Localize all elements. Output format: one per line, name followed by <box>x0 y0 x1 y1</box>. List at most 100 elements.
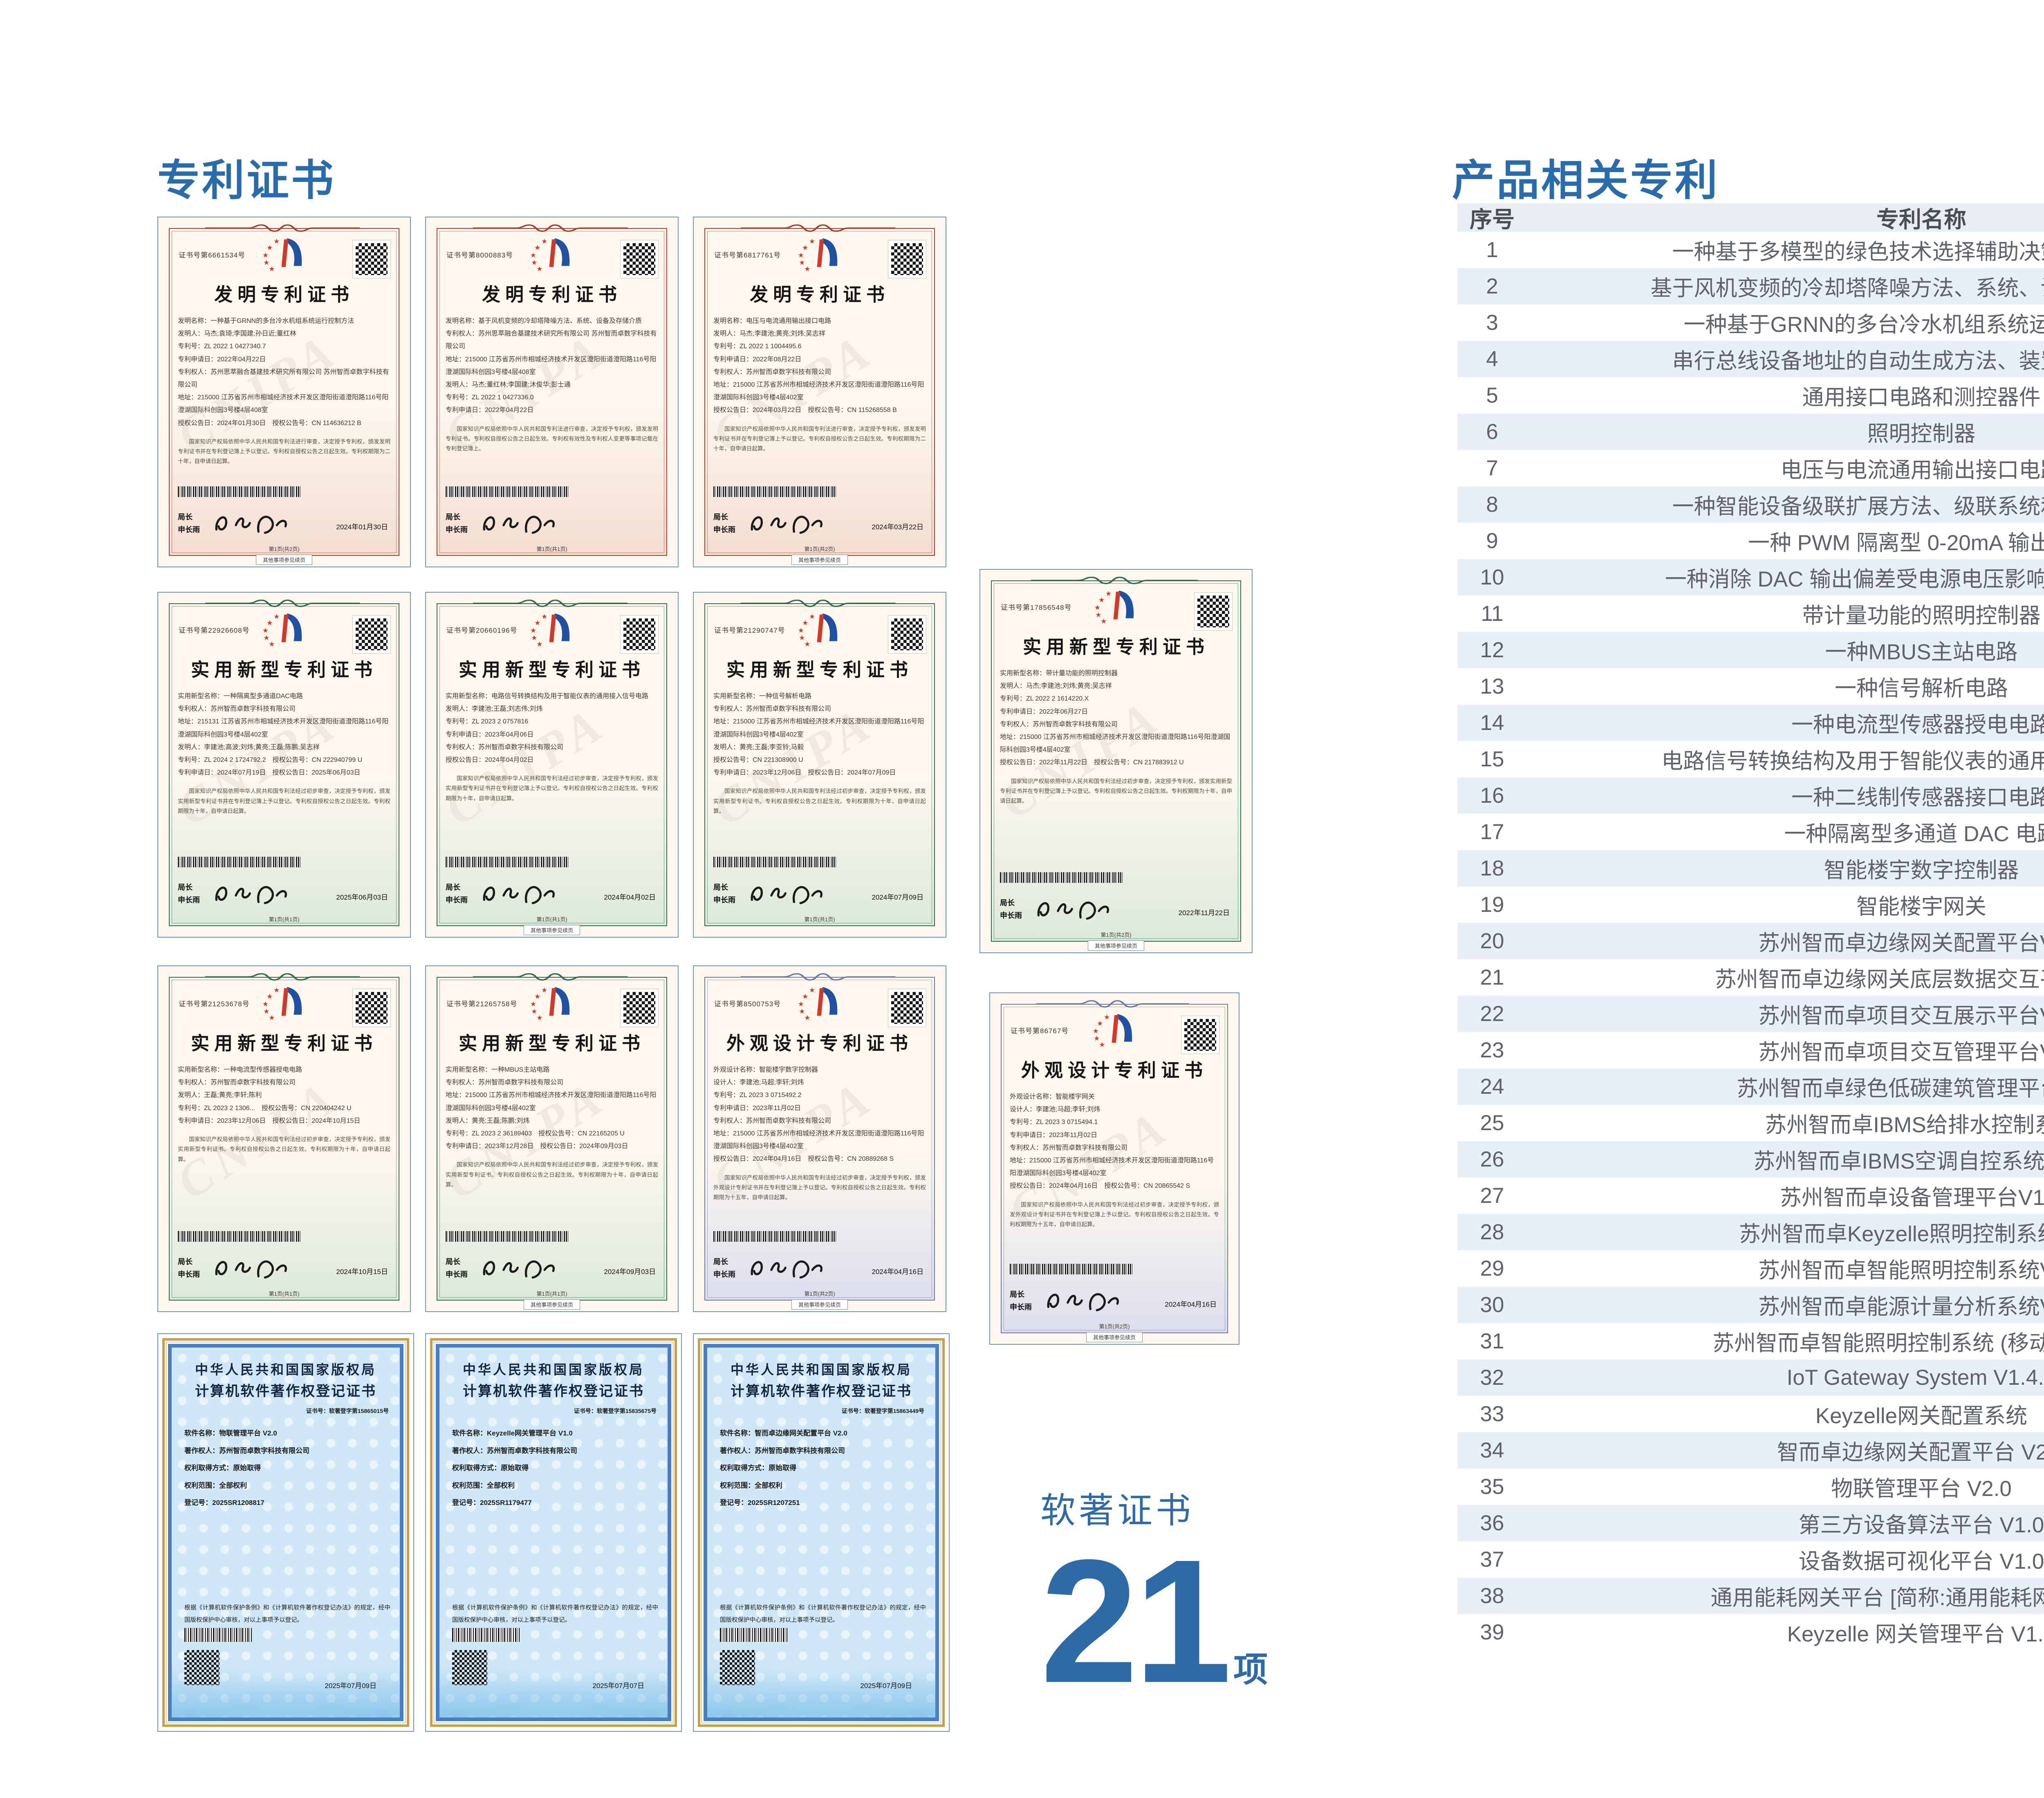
certificate-content: 实用新型名称：一种隔离型多通道DAC电路 专利权人：苏州智而卓数字科技有限公司 地址… <box>178 690 390 850</box>
cell-patent-name: Keyzelle网关配置系统 <box>1815 1404 2028 1428</box>
certificate-field: 专利申请日：2024年07月19日 授权公告日：2025年06月03日 <box>178 769 361 777</box>
cell-patent-name: 一种二线制传感器接口电路 <box>1791 785 2044 810</box>
cell-no: 1 <box>1486 238 1498 262</box>
certificate-field: 发明名称：基于风机变频的冷却塔降噪方法、系统、设备及存储介质 <box>446 318 642 325</box>
cell-no: 20 <box>1480 929 1504 953</box>
cell-patent-name: 苏州智而卓能源计量分析系统V1.0 <box>1758 1294 2044 1319</box>
certificate-authority: 中华人民共和国国家版权局 <box>195 1362 377 1377</box>
certificate-number: 证书号第22926608号 <box>179 627 250 634</box>
certificate-date: 2025年07月09日 <box>860 1682 912 1690</box>
ornate-border <box>704 603 935 926</box>
certificate-body-text: 国家知识产权局依照中华人民共和国专利法经过初步审查，决定授予专利权，颁发外观设计… <box>1010 1201 1219 1228</box>
certificate-body-text: 国家知识产权局依照中华人民共和国专利法经过初步审查，决定授予专利权，颁发实用新型… <box>713 788 926 814</box>
certificate-field: 发明人：马杰;董红林;李国建;沐俊华;彭士通 <box>446 381 571 388</box>
cell-no: 33 <box>1480 1402 1504 1426</box>
signature <box>215 886 287 905</box>
certificate-field: 地址：215000 江苏省苏州市相城经济技术开发区澄阳街道澄阳路116号阳澄湖国… <box>178 394 389 414</box>
signer-name: 申长雨 <box>446 526 468 534</box>
gradient-tint <box>1002 1005 1227 1332</box>
gradient-tint <box>705 978 934 1300</box>
cell-no: 13 <box>1480 674 1504 699</box>
certificate-field: 地址：215000 江苏省苏州市相城经济技术开发区澄阳街道澄阳路116号阳澄湖国… <box>446 356 657 376</box>
gradient-tint <box>170 604 399 925</box>
certificate-utility: CNIPA 证书号第21265758号 ★★★ ★★ 实用新型专利证书 实用新型… <box>425 965 679 1312</box>
certificate-field: 专利权人：苏州智而卓数字科技有限公司 <box>713 1117 831 1124</box>
table-row: 19智能楼宇网关外观 <box>1457 887 2044 923</box>
signature-block: 局长 申长雨 <box>713 510 831 537</box>
barcode-icon <box>713 1231 836 1242</box>
cell-patent-name: 物联管理平台 V2.0 <box>1831 1476 2012 1501</box>
cell-no: 10 <box>1480 565 1504 589</box>
certificate-field: 实用新型名称：一种信号解析电路 <box>713 693 812 700</box>
certificate-date: 2024年01月30日 <box>336 523 388 531</box>
table-row: 9一种 PWM 隔离型 0-20mA 输出电路发明 <box>1457 523 2044 559</box>
certificate-field: 权利范围：全部权利 <box>720 1481 782 1489</box>
certificate-field: 专利申请日：2022年04月22日 <box>178 356 266 363</box>
certificate-field: 地址：215000 江苏省苏州市相城经济技术开发区澄阳街道澄阳路116号阳澄湖国… <box>1000 733 1230 754</box>
cell-no: 7 <box>1486 456 1498 480</box>
certificate-field: 地址：215000 江苏省苏州市相城经济技术开发区澄阳街道澄阳路116号阳澄湖国… <box>713 381 924 401</box>
table-row: 28苏州智而卓Keyzelle照明控制系统V1.0软著 <box>1457 1214 2044 1250</box>
cell-patent-name: 智能楼宇数字控制器 <box>1824 858 2019 882</box>
cell-no: 9 <box>1486 529 1498 553</box>
table-row: 26苏州智而卓IBMS空调自控系统V1.0软著 <box>1457 1141 2044 1178</box>
signer-name: 申长雨 <box>178 896 200 904</box>
count-number: 21 <box>1040 1523 1232 1720</box>
table-row: 33Keyzelle网关配置系统软著 <box>1457 1396 2044 1432</box>
table-row: 29苏州智而卓智能照明控制系统V1.0软著 <box>1457 1250 2044 1287</box>
svg-text:★: ★ <box>530 251 536 259</box>
svg-text:★: ★ <box>541 612 547 620</box>
certificate-field: 专利申请日：2023年04月06日 <box>446 731 534 738</box>
certificate-field: 著作权人：苏州智而卓数字科技有限公司 <box>720 1446 845 1455</box>
certificate-field: 专利权人：苏州智而卓数字科技有限公司 <box>446 1079 564 1086</box>
cell-no: 12 <box>1480 638 1504 662</box>
certificate-body-text: 国家知识产权局依照中华人民共和国专利法经过初步审查，决定授予专利权，颁发实用新型… <box>446 1162 658 1188</box>
table-row: 20苏州智而卓边缘网关配置平台V1.0软著 <box>1457 923 2044 959</box>
signer-name: 申长雨 <box>713 896 735 904</box>
certificate-field: 发明人：李建池;王磊;刘志伟;刘炜 <box>446 705 543 713</box>
header-cell-no: 序号 <box>1469 207 1515 232</box>
certificate-field: 软件名称：智而卓边缘网关配置平台 V2.0 <box>720 1429 847 1437</box>
cell-no: 36 <box>1480 1511 1504 1535</box>
cell-no: 27 <box>1480 1184 1504 1208</box>
signature <box>483 515 555 534</box>
certificate-utility: CNIPA 证书号第21290747号 ★★★ ★★ 实用新型专利证书 实用新型… <box>693 592 946 938</box>
certificate-number: 证书号：软著登字第15835675号 <box>574 1408 657 1414</box>
certificate-field: 权利范围：全部权利 <box>452 1481 515 1489</box>
cell-patent-name: 苏州智而卓智能照明控制系统 (移动端) V1.0 <box>1712 1331 2044 1355</box>
svg-text:★: ★ <box>263 634 269 642</box>
svg-text:★: ★ <box>1105 589 1112 598</box>
certificate-title: 发明专利证书 <box>749 284 890 305</box>
certificate-field: 登记号：2025SR1179477 <box>452 1499 532 1507</box>
border-ornament-icon <box>1031 576 1198 584</box>
certificate-number: 证书号第21265758号 <box>446 1000 518 1008</box>
gradient-tint <box>170 978 399 1300</box>
barcode-icon <box>446 1231 568 1242</box>
certificate-number: 证书号第86767号 <box>1011 1027 1069 1035</box>
cnipa-logo-icon: ★★★ ★★ <box>1094 589 1134 625</box>
certificate-field: 专利权人：苏州智而卓数字科技有限公司 <box>178 1079 296 1086</box>
cell-no: 35 <box>1480 1475 1504 1499</box>
certificate-body-text: 国家知识产权局依照中华人民共和国专利法经过初步审查，决定授予专利权，颁发实用新型… <box>1000 778 1232 804</box>
certificate-title: 实用新型专利证书 <box>1022 637 1209 657</box>
svg-text:★: ★ <box>1094 1034 1100 1042</box>
certificate-field: 发明人：黄亮;王磊;陈鹏;刘炜 <box>446 1117 530 1124</box>
signer-title: 局长 <box>1000 899 1015 907</box>
table-row: 14一种电流型传感器授电电路实用新型 <box>1457 705 2044 741</box>
ornate-border <box>169 977 399 1301</box>
cell-no: 15 <box>1480 747 1504 771</box>
svg-text:★: ★ <box>273 986 280 994</box>
cell-patent-name: 苏州智而卓IBMS给排水控制系统 <box>1765 1113 2044 1137</box>
certificate-date: 2024年04月16日 <box>1165 1301 1217 1308</box>
certificate-body-text: 国家知识产权局依照中华人民共和国专利法经过初步审查，决定授予专利权，颁发实用新型… <box>178 788 390 814</box>
cell-patent-name: 一种基于多模型的绿色技术选择辅助决策方法和系统 <box>1672 240 2044 264</box>
certificate-field: 发明人：李建池;高波;刘炜;黄亮;王磊;陈鹏;吴志祥 <box>178 743 320 751</box>
certificate-field: 授权公告日：2024年04月02日 <box>446 756 534 764</box>
certificate-field: 专利权人：苏州思萃融合基建技术研究所有限公司 苏州智而卓数字科技有限公司 <box>178 368 389 388</box>
certificate-number: 证书号第8500753号 <box>714 1000 781 1008</box>
